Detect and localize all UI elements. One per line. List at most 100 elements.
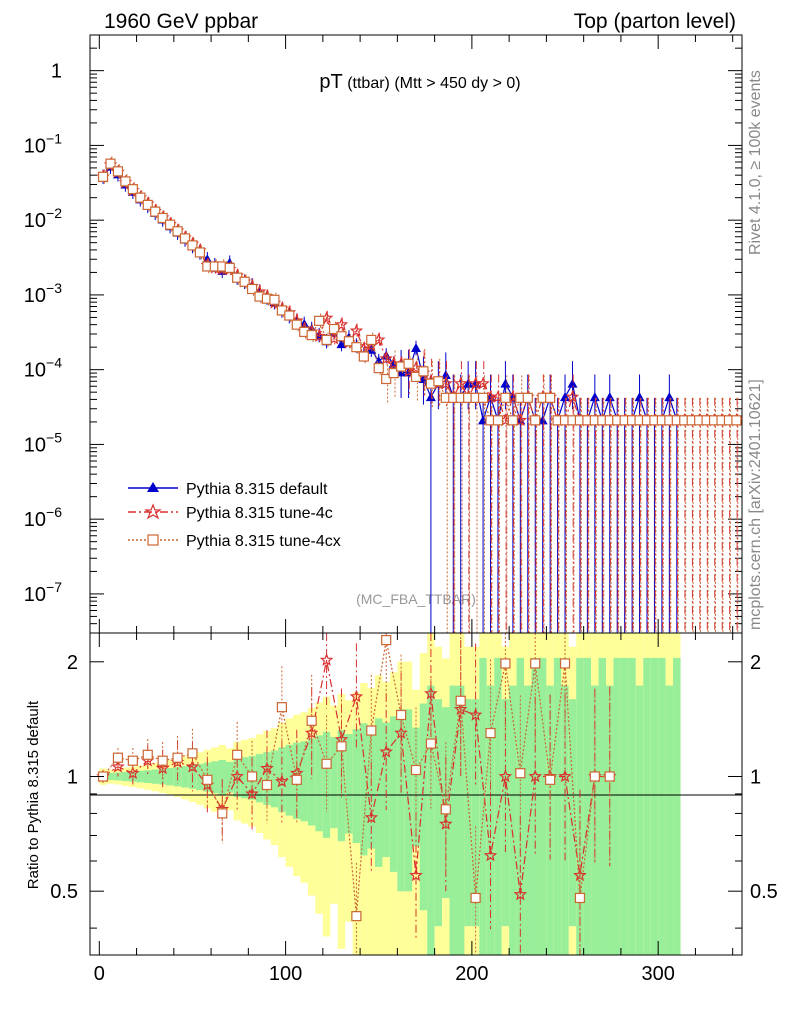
y-tick-label: 10−7 (24, 579, 62, 606)
band-1sigma (151, 769, 159, 784)
mcplots-label: mcplots.cern.ch [arXiv:2401.10621] (747, 379, 764, 630)
y-tick-base: 10 (24, 210, 46, 232)
ratio-point (483, 848, 498, 862)
ratio-point (142, 749, 153, 760)
ratio-point (172, 752, 183, 763)
band-1sigma (225, 761, 234, 793)
legend-entry-tune-4c: Pythia 8.315 tune-4c (128, 503, 333, 522)
data-point (418, 366, 429, 377)
band-1sigma (181, 766, 189, 788)
ratio-point (395, 709, 407, 721)
band-1sigma (494, 657, 502, 955)
ratio-point (485, 727, 496, 739)
band-1sigma (673, 657, 681, 955)
data-point (492, 415, 504, 426)
ratio-point (306, 715, 317, 726)
data-point (105, 158, 116, 169)
band-1sigma (665, 685, 674, 955)
band-1sigma (553, 657, 562, 955)
y-tick-label: 1 (51, 61, 62, 83)
legend-label-tune-4cx: Pythia 8.315 tune-4cx (186, 533, 341, 550)
band-1sigma (449, 685, 457, 955)
band-1sigma (516, 657, 525, 955)
legend-label-tune-4c: Pythia 8.315 tune-4c (186, 505, 333, 522)
data-point (120, 176, 131, 187)
ratio-point (111, 759, 125, 773)
ratio-point (112, 752, 124, 763)
ratio-point (157, 755, 168, 766)
band-1sigma (546, 685, 554, 955)
ratio-point (589, 771, 600, 782)
band-1sigma (121, 771, 130, 782)
uncertainty-bands (99, 633, 681, 955)
ratio-point (127, 755, 138, 766)
band-1sigma (598, 657, 607, 955)
watermark: (MC_FBA_TTBAR) (356, 591, 476, 607)
ratio-point (125, 766, 140, 780)
band-1sigma (382, 722, 390, 858)
y-tick-label: 10−5 (24, 429, 62, 456)
data-point (425, 392, 436, 402)
band-1sigma (419, 703, 428, 911)
data-point (476, 376, 490, 390)
x-tick-label: 300 (641, 963, 674, 985)
band-1sigma (360, 723, 368, 856)
ratio-point (530, 658, 541, 669)
ratio-point (349, 689, 364, 703)
ratio-point (187, 748, 198, 759)
band-1sigma (464, 699, 472, 927)
data-point (403, 358, 414, 369)
y-tick-label: 10−1 (24, 130, 62, 157)
ratio-point (604, 771, 615, 782)
plot-title: pT (ttbar) (Mtt > 450 dy > 0) (319, 71, 520, 93)
y-tick-exp: −6 (46, 504, 62, 520)
ratio-point (558, 769, 572, 783)
data-point (349, 323, 364, 337)
data-point (411, 342, 421, 352)
band-1sigma (166, 767, 174, 786)
y-tick-exp: −3 (46, 280, 62, 296)
data-point (343, 336, 355, 347)
band-1sigma (270, 750, 279, 808)
ratio-point (217, 808, 228, 819)
band-1sigma (397, 709, 405, 892)
ratio-point (453, 702, 468, 716)
band-1sigma (471, 699, 480, 927)
band-1sigma (412, 727, 420, 847)
ratio-point (261, 779, 273, 791)
band-1sigma (255, 754, 264, 803)
band-1sigma (583, 657, 592, 955)
main-plot: pT (ttbar) (Mtt > 450 dy > 0) (MC_FBA_TT… (24, 34, 744, 634)
rivet-label: Rivet 4.1.0, ≥ 100k events (747, 70, 764, 255)
y-tick-base: 10 (24, 285, 46, 307)
ratio-point (276, 702, 287, 713)
data-point (500, 392, 511, 403)
data-point (567, 378, 578, 388)
data-point (545, 392, 556, 403)
ratio-point (381, 635, 392, 646)
data-point (224, 262, 235, 273)
band-1sigma (568, 699, 577, 927)
data-point (381, 373, 392, 385)
band-1sigma (524, 685, 532, 955)
ratio-y-label: Ratio to Pythia 8.315 default (25, 700, 42, 889)
band-1sigma (658, 657, 666, 955)
y-tick-base: 10 (24, 135, 46, 157)
data-point (433, 376, 444, 387)
band-1sigma (114, 772, 122, 781)
ratio-point (455, 695, 466, 706)
band-1sigma (375, 718, 383, 867)
data-point (321, 334, 332, 346)
ratio-plot: 0.5 0.5 1 1 2 2 0 100 200 300 Ratio to Pythia 8.… (25, 35, 778, 985)
ratio-point (246, 771, 258, 782)
y-tick-exp: −1 (46, 130, 62, 146)
y-tick-label: 10−6 (24, 504, 62, 531)
data-point (565, 389, 580, 403)
y-tick-base: 10 (24, 360, 46, 382)
y-tick-exp: −5 (46, 429, 62, 445)
y-tick-base: 10 (24, 509, 46, 531)
data-point (507, 415, 518, 426)
data-point (172, 226, 183, 237)
data-point (97, 171, 109, 182)
band-1sigma (307, 738, 316, 826)
